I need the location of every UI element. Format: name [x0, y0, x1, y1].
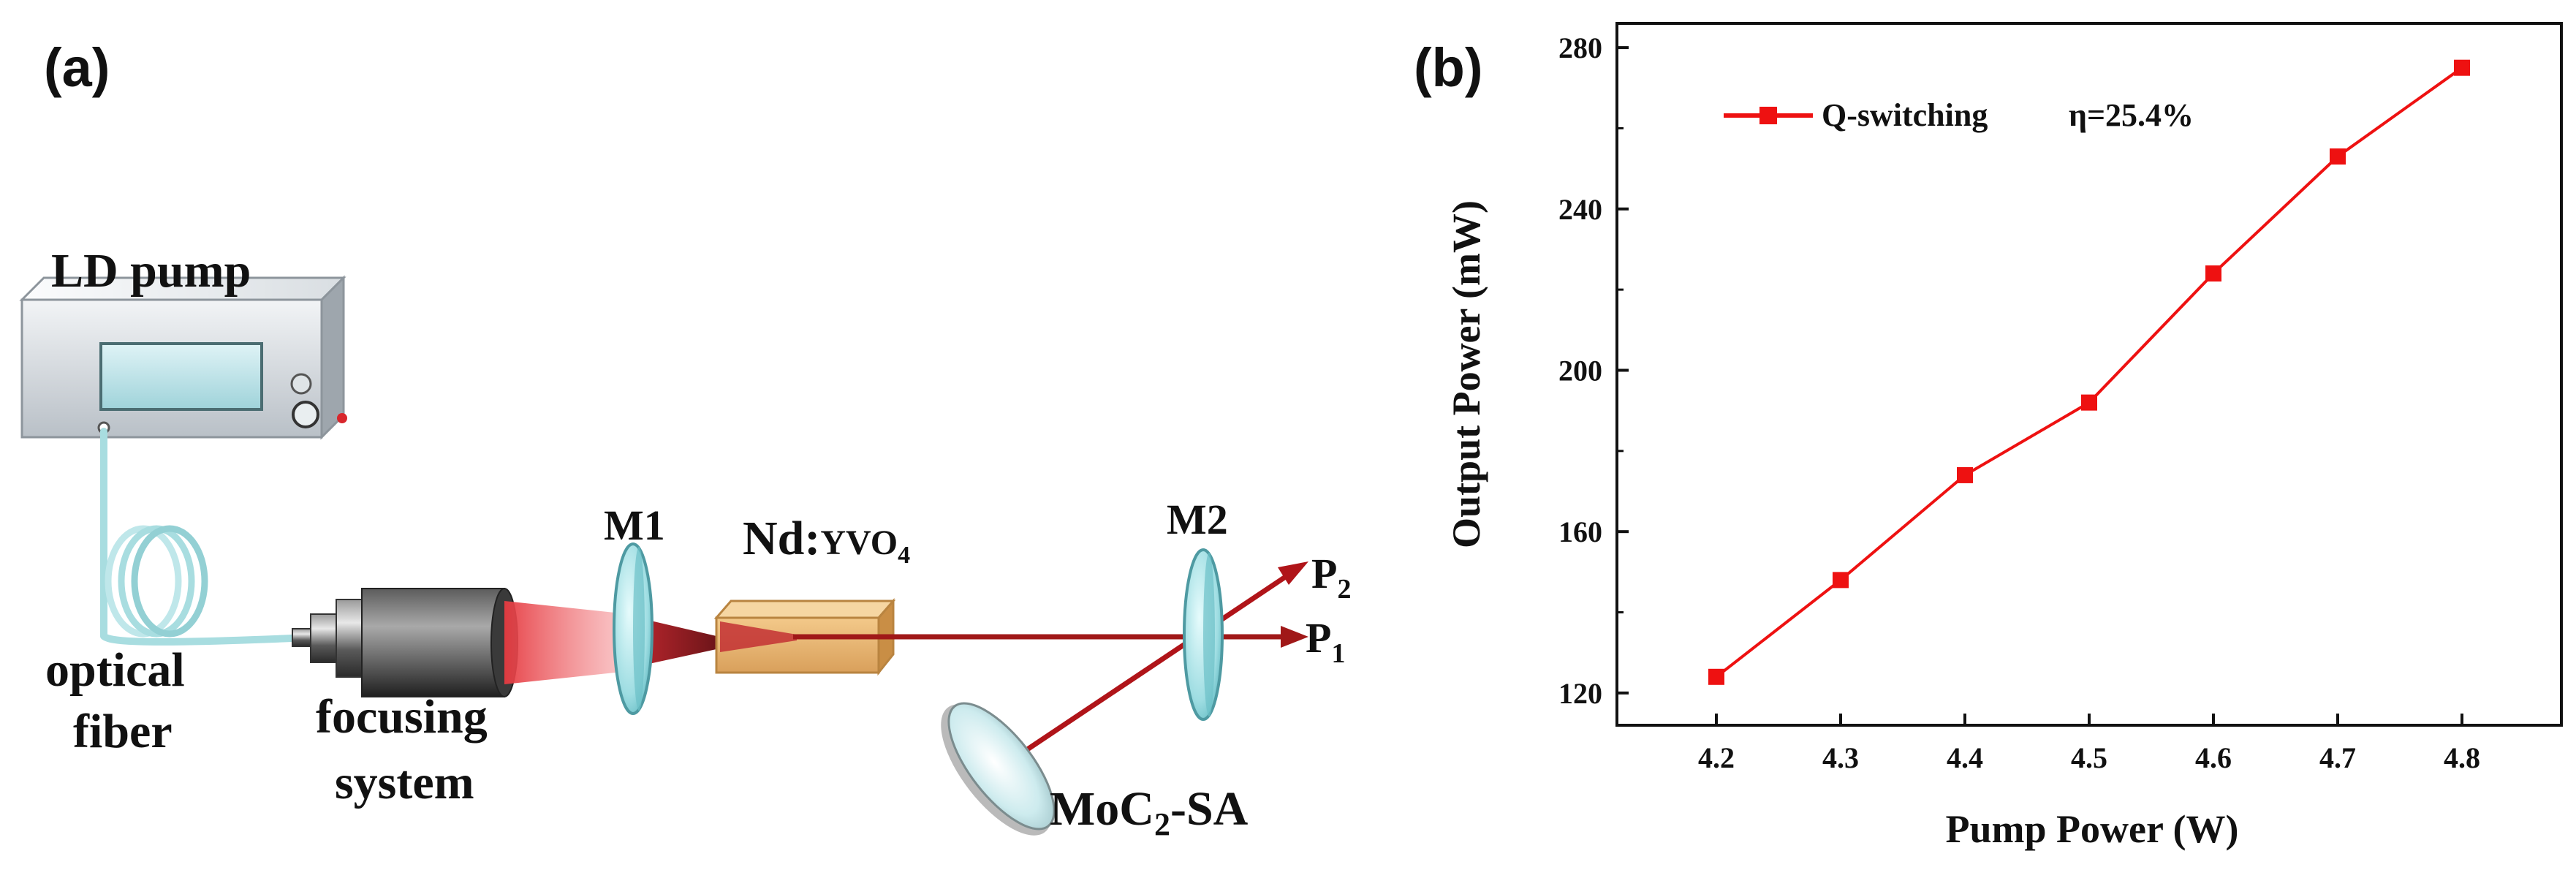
p1-label: P1: [1306, 614, 1345, 669]
fiber-label-line1: optical: [45, 643, 185, 697]
x-tick-label: 4.7: [2319, 741, 2356, 774]
legend: Q-switching η=25.4%: [1724, 97, 2194, 133]
mirror-m1: [613, 542, 654, 715]
output-power-chart: (b) 4.2 4.3 4.4 4.5 4.6 4.7 4.8 120 160 200 240 28…: [1414, 22, 2563, 851]
pump-beam: [504, 601, 629, 684]
crystal-label: Nd:YVO4: [743, 512, 910, 569]
series-layer: [1708, 59, 2470, 685]
series-line: [1715, 67, 2463, 678]
legend-marker: [1759, 107, 1777, 124]
focusing-label-line2: system: [335, 756, 474, 809]
x-tick-label: 4.2: [1698, 741, 1735, 774]
nd-yvo4-crystal: [713, 597, 896, 676]
data-point: [2081, 394, 2097, 411]
moc2-sa-label: MoC2-SA: [1050, 782, 1249, 842]
data-point: [1833, 572, 1849, 589]
data-point: [1708, 668, 1724, 685]
data-point: [1957, 466, 1973, 483]
laser-beam-p2: [1018, 561, 1308, 757]
pump-display: [99, 342, 263, 411]
x-axis-title: Pump Power (W): [1946, 807, 2239, 851]
x-tick-label: 4.8: [2444, 741, 2480, 774]
pump-knob: [290, 373, 312, 395]
pump-indicator-led: [337, 413, 347, 423]
focusing-label-line1: focusing: [316, 690, 488, 744]
p2-label: P2: [1311, 550, 1351, 605]
setup-diagram: (a) LD pump optical fiber: [19, 37, 1351, 842]
fiber-label-line2: fiber: [73, 705, 173, 758]
ld-pump-unit: [19, 275, 347, 440]
y-axis-title: Output Power (mW): [1444, 200, 1488, 548]
ld-pump-label: LD pump: [51, 244, 251, 298]
moc2-sa-absorber: [941, 702, 1056, 836]
y-tick-label: 280: [1558, 31, 1602, 64]
legend-label: Q-switching: [1822, 97, 1988, 133]
data-point: [2454, 59, 2470, 76]
pump-dial: [292, 401, 319, 428]
data-point: [2205, 265, 2221, 282]
data-point: [2330, 148, 2346, 165]
x-tick-label: 4.3: [1822, 741, 1859, 774]
x-tick-label: 4.4: [1947, 741, 1983, 774]
m1-label: M1: [604, 502, 665, 549]
panel-a-label: (a): [44, 37, 110, 98]
focusing-system: [292, 588, 518, 697]
x-tick-label: 4.6: [2195, 741, 2232, 774]
x-axis: 4.2 4.3 4.4 4.5 4.6 4.7 4.8: [1698, 714, 2480, 774]
y-tick-label: 120: [1558, 677, 1602, 710]
optical-fiber: [100, 428, 296, 646]
x-tick-label: 4.5: [2071, 741, 2107, 774]
m2-label: M2: [1167, 496, 1228, 543]
y-tick-label: 160: [1558, 515, 1602, 548]
y-tick-label: 200: [1558, 354, 1602, 387]
panel-b-label: (b): [1414, 37, 1483, 98]
efficiency-annotation: η=25.4%: [2069, 97, 2194, 133]
y-axis: 120 160 200 240 280: [1558, 31, 1629, 710]
y-tick-label: 240: [1558, 193, 1602, 226]
mirror-m2: [1183, 548, 1224, 721]
